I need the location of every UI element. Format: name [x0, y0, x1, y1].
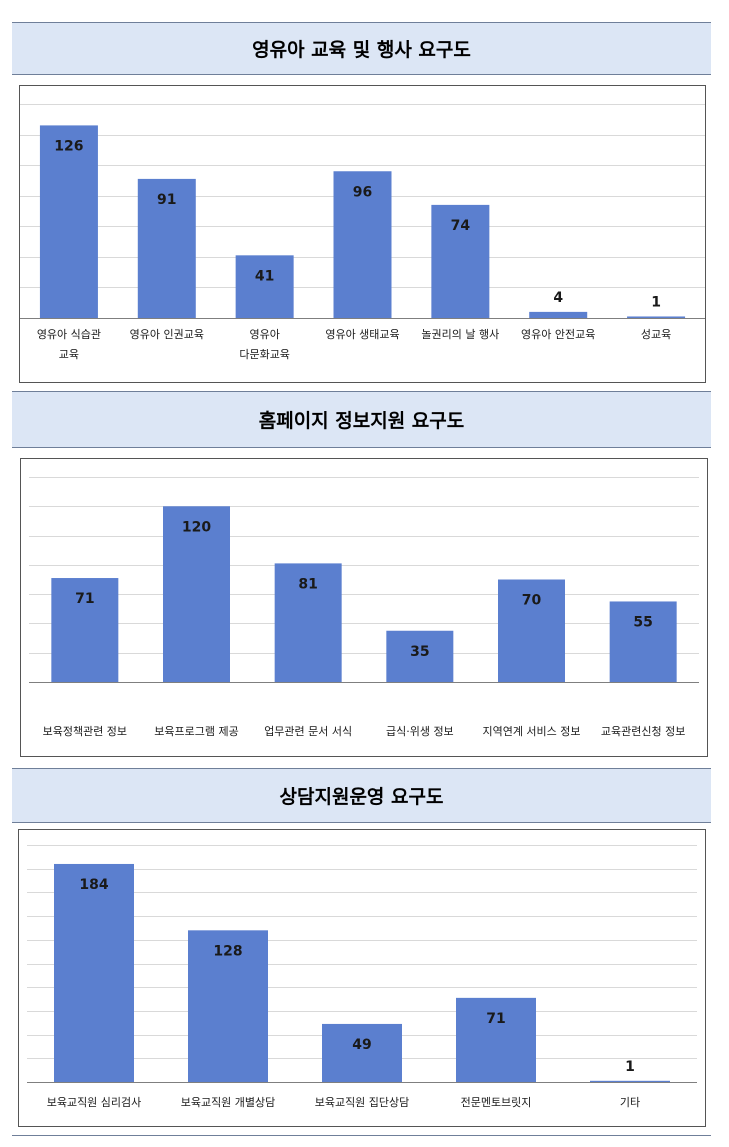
bar	[163, 506, 230, 682]
data-label: 126	[54, 138, 83, 154]
data-label: 41	[255, 268, 274, 284]
category-label: 급식·위생 정보	[386, 725, 454, 738]
category-label: 영유아 인권교육	[130, 328, 204, 341]
category-label: 보육교직원 개별상담	[181, 1096, 276, 1109]
bar	[529, 311, 588, 318]
bar	[590, 1080, 670, 1082]
chart-3-svg: 184 보육교직원 심리검사 128 보육교직원 개별상담 49 보육교직원 집단상담 71…	[27, 845, 697, 1109]
data-label: 70	[522, 593, 542, 609]
chart-1-frame: 126 영유아 식습관 교육 91 영유아 인권교육 41 영유아 다문화교육 96 영유아 생태…	[19, 85, 706, 383]
bar	[137, 178, 196, 318]
data-label: 1	[625, 1059, 635, 1075]
data-label: 4	[553, 290, 563, 306]
bar	[609, 601, 677, 682]
category-label: 보육정책관련 정보	[43, 725, 127, 738]
chart-3-title-text: 상담지원운영 요구도	[279, 786, 444, 808]
chart-1-title-text: 영유아 교육 및 행사 요구도	[252, 39, 471, 61]
bar	[431, 204, 490, 318]
bar	[39, 125, 98, 319]
category-label: 보육프로그램 제공	[154, 725, 238, 738]
bar	[235, 255, 294, 318]
bar	[498, 579, 565, 682]
chart-2-title: 홈페이지 정보지원 요구도	[12, 391, 711, 448]
data-label: 71	[75, 591, 94, 607]
category-label: 놀권리의 날 행사	[421, 328, 499, 341]
data-label: 35	[410, 644, 429, 660]
chart-1-title: 영유아 교육 및 행사 요구도	[12, 22, 711, 75]
bar	[627, 316, 686, 318]
data-label: 120	[182, 519, 211, 535]
chart-3-title: 상담지원운영 요구도	[12, 768, 711, 823]
category-label: 영유아 생태교육	[325, 328, 399, 341]
category-label: 보육교직원 집단상담	[315, 1096, 410, 1109]
bar	[322, 1023, 402, 1082]
chart-2-frame: 71 보육정책관련 정보 120 보육프로그램 제공 81 업무관련 문서 서식 35 급식·…	[20, 458, 708, 757]
data-label: 49	[352, 1037, 371, 1053]
category-label: 교육관련신청 정보	[601, 725, 685, 738]
data-label: 81	[298, 576, 317, 592]
category-label: 교육	[59, 348, 79, 361]
category-label: 영유아 식습관	[37, 328, 101, 341]
bar	[51, 578, 119, 682]
category-label: 업무관련 문서 서식	[264, 725, 352, 738]
category-label: 영유아 안전교육	[521, 328, 595, 341]
data-label: 1	[651, 294, 661, 310]
category-label: 다문화교육	[239, 348, 290, 361]
data-label: 91	[157, 192, 176, 208]
category-label: 전문멘토브릿지	[461, 1096, 532, 1109]
chart-2-svg: 71 보육정책관련 정보 120 보육프로그램 제공 81 업무관련 문서 서식 35 급식·…	[29, 477, 699, 738]
data-label: 74	[451, 218, 471, 234]
chart-2-title-text: 홈페이지 정보지원 요구도	[258, 410, 465, 432]
category-label: 기타	[620, 1096, 640, 1109]
data-label: 96	[353, 184, 372, 200]
category-label: 보육교직원 심리검사	[47, 1096, 142, 1109]
data-label: 55	[633, 614, 652, 630]
data-label: 71	[486, 1011, 505, 1027]
data-label: 128	[213, 943, 242, 959]
bar	[386, 630, 454, 682]
bottom-divider	[12, 1135, 711, 1136]
bar	[54, 863, 134, 1082]
data-label: 184	[79, 877, 108, 893]
category-label: 성교육	[641, 328, 671, 341]
bar	[188, 930, 268, 1082]
bar	[274, 563, 342, 682]
bar	[456, 997, 536, 1082]
bar	[333, 171, 392, 318]
chart-3-frame: 184 보육교직원 심리검사 128 보육교직원 개별상담 49 보육교직원 집단상담 71…	[18, 829, 706, 1127]
category-label: 지역연계 서비스 정보	[482, 725, 580, 738]
category-label: 영유아	[249, 328, 279, 341]
